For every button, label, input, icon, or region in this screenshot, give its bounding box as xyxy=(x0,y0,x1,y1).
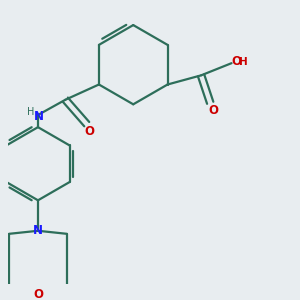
Text: H: H xyxy=(27,107,34,117)
Text: N: N xyxy=(34,110,44,123)
Text: N: N xyxy=(33,224,43,237)
Text: O: O xyxy=(33,288,43,300)
Text: O: O xyxy=(208,104,218,117)
Text: H: H xyxy=(239,57,248,67)
Text: O: O xyxy=(231,55,241,68)
Text: O: O xyxy=(85,125,95,138)
